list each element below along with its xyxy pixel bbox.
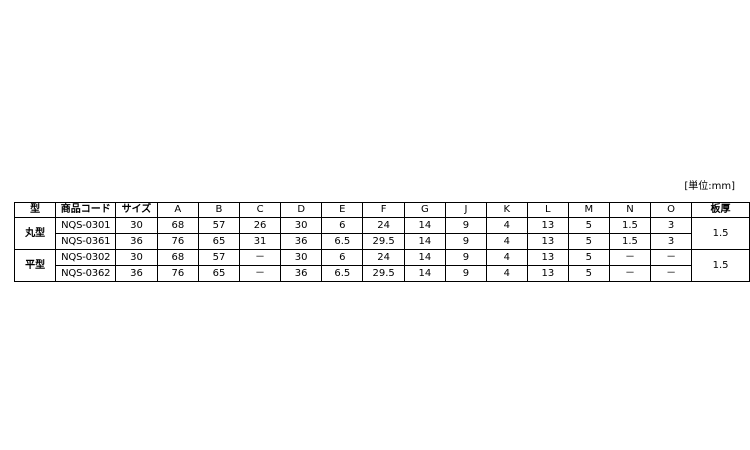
- cell-a: 68: [156, 249, 199, 266]
- cell-f: 29.5: [362, 233, 405, 250]
- cell-j: 9: [444, 249, 487, 266]
- column-header-a: A: [156, 202, 199, 218]
- cell-size: 30: [115, 249, 158, 266]
- cell-o: 3: [650, 233, 693, 250]
- cell-o: －: [650, 265, 693, 282]
- cell-c: －: [238, 265, 282, 282]
- cell-g: 14: [403, 233, 446, 250]
- cell-g: 14: [403, 265, 446, 282]
- column-header-l: L: [526, 202, 569, 218]
- cell-f: 24: [362, 249, 405, 266]
- cell-k: 4: [485, 233, 528, 250]
- cell-m: 5: [567, 217, 610, 234]
- cell-j: 9: [444, 265, 487, 282]
- cell-g: 14: [403, 217, 446, 234]
- cell-l: 13: [526, 217, 569, 234]
- column-header-code: 商品コード: [55, 202, 117, 218]
- cell-n: －: [608, 265, 652, 282]
- column-header-c: C: [238, 202, 282, 218]
- cell-a: 76: [156, 265, 199, 282]
- cell-size: 30: [115, 217, 158, 234]
- group-label-round: 丸型: [13, 217, 57, 250]
- table-header: 型 商品コード サイズ A B C D E F G J K L M N O 板厚: [13, 202, 750, 218]
- cell-a: 76: [156, 233, 199, 250]
- table-row: NQS-0361 36 76 65 31 36 6.5 29.5 14 9 4 …: [15, 233, 750, 250]
- cell-j: 9: [444, 217, 487, 234]
- cell-l: 13: [526, 265, 569, 282]
- column-header-n: N: [608, 202, 652, 218]
- column-header-thickness: 板厚: [691, 202, 750, 218]
- cell-thickness: 1.5: [691, 249, 750, 282]
- cell-l: 13: [526, 233, 569, 250]
- cell-b: 65: [197, 233, 241, 250]
- column-header-e: E: [321, 202, 364, 218]
- column-header-b: B: [197, 202, 241, 218]
- cell-code: NQS-0302: [55, 249, 117, 266]
- cell-c: 31: [238, 233, 282, 250]
- cell-b: 57: [197, 217, 241, 234]
- cell-e: 6.5: [321, 265, 364, 282]
- cell-m: 5: [567, 249, 610, 266]
- cell-f: 29.5: [362, 265, 405, 282]
- cell-c: －: [238, 249, 282, 266]
- cell-n: 1.5: [608, 233, 652, 250]
- cell-d: 36: [280, 265, 323, 282]
- cell-f: 24: [362, 217, 405, 234]
- cell-b: 57: [197, 249, 241, 266]
- cell-b: 65: [197, 265, 241, 282]
- cell-code: NQS-0362: [55, 265, 117, 282]
- cell-d: 30: [280, 217, 323, 234]
- cell-j: 9: [444, 233, 487, 250]
- cell-m: 5: [567, 265, 610, 282]
- cell-c: 26: [238, 217, 282, 234]
- column-header-o: O: [650, 202, 693, 218]
- column-header-k: K: [485, 202, 528, 218]
- cell-d: 30: [280, 249, 323, 266]
- column-header-f: F: [362, 202, 405, 218]
- column-header-type: 型: [13, 202, 57, 218]
- cell-k: 4: [485, 217, 528, 234]
- table-body: 丸型 NQS-0301 30 68 57 26 30 6 24 14 9 4 1…: [13, 217, 750, 282]
- cell-size: 36: [115, 233, 158, 250]
- table-row: NQS-0362 36 76 65 － 36 6.5 29.5 14 9 4 1…: [15, 265, 750, 282]
- cell-e: 6: [321, 217, 364, 234]
- cell-e: 6.5: [321, 233, 364, 250]
- cell-thickness: 1.5: [691, 217, 750, 250]
- specification-table: 型 商品コード サイズ A B C D E F G J K L M N O 板厚: [13, 202, 750, 282]
- table-row: 丸型 NQS-0301 30 68 57 26 30 6 24 14 9 4 1…: [13, 217, 750, 250]
- column-header-m: M: [567, 202, 610, 218]
- column-header-j: J: [444, 202, 487, 218]
- column-header-g: G: [403, 202, 446, 218]
- group-label-flat: 平型: [13, 249, 57, 282]
- cell-o: 3: [650, 217, 693, 234]
- cell-n: －: [608, 249, 652, 266]
- table-row: 平型 NQS-0302 30 68 57 － 30 6 24 14 9 4 13…: [13, 249, 750, 282]
- cell-m: 5: [567, 233, 610, 250]
- unit-note: [単位:mm]: [684, 181, 735, 192]
- header-row: 型 商品コード サイズ A B C D E F G J K L M N O 板厚: [13, 202, 750, 218]
- cell-code: NQS-0301: [55, 217, 117, 234]
- cell-a: 68: [156, 217, 199, 234]
- cell-n: 1.5: [608, 217, 652, 234]
- cell-size: 36: [115, 265, 158, 282]
- column-header-size: サイズ: [115, 202, 158, 218]
- cell-o: －: [650, 249, 693, 266]
- cell-k: 4: [485, 249, 528, 266]
- cell-g: 14: [403, 249, 446, 266]
- cell-k: 4: [485, 265, 528, 282]
- cell-l: 13: [526, 249, 569, 266]
- column-header-d: D: [280, 202, 323, 218]
- cell-code: NQS-0361: [55, 233, 117, 250]
- cell-e: 6: [321, 249, 364, 266]
- cell-d: 36: [280, 233, 323, 250]
